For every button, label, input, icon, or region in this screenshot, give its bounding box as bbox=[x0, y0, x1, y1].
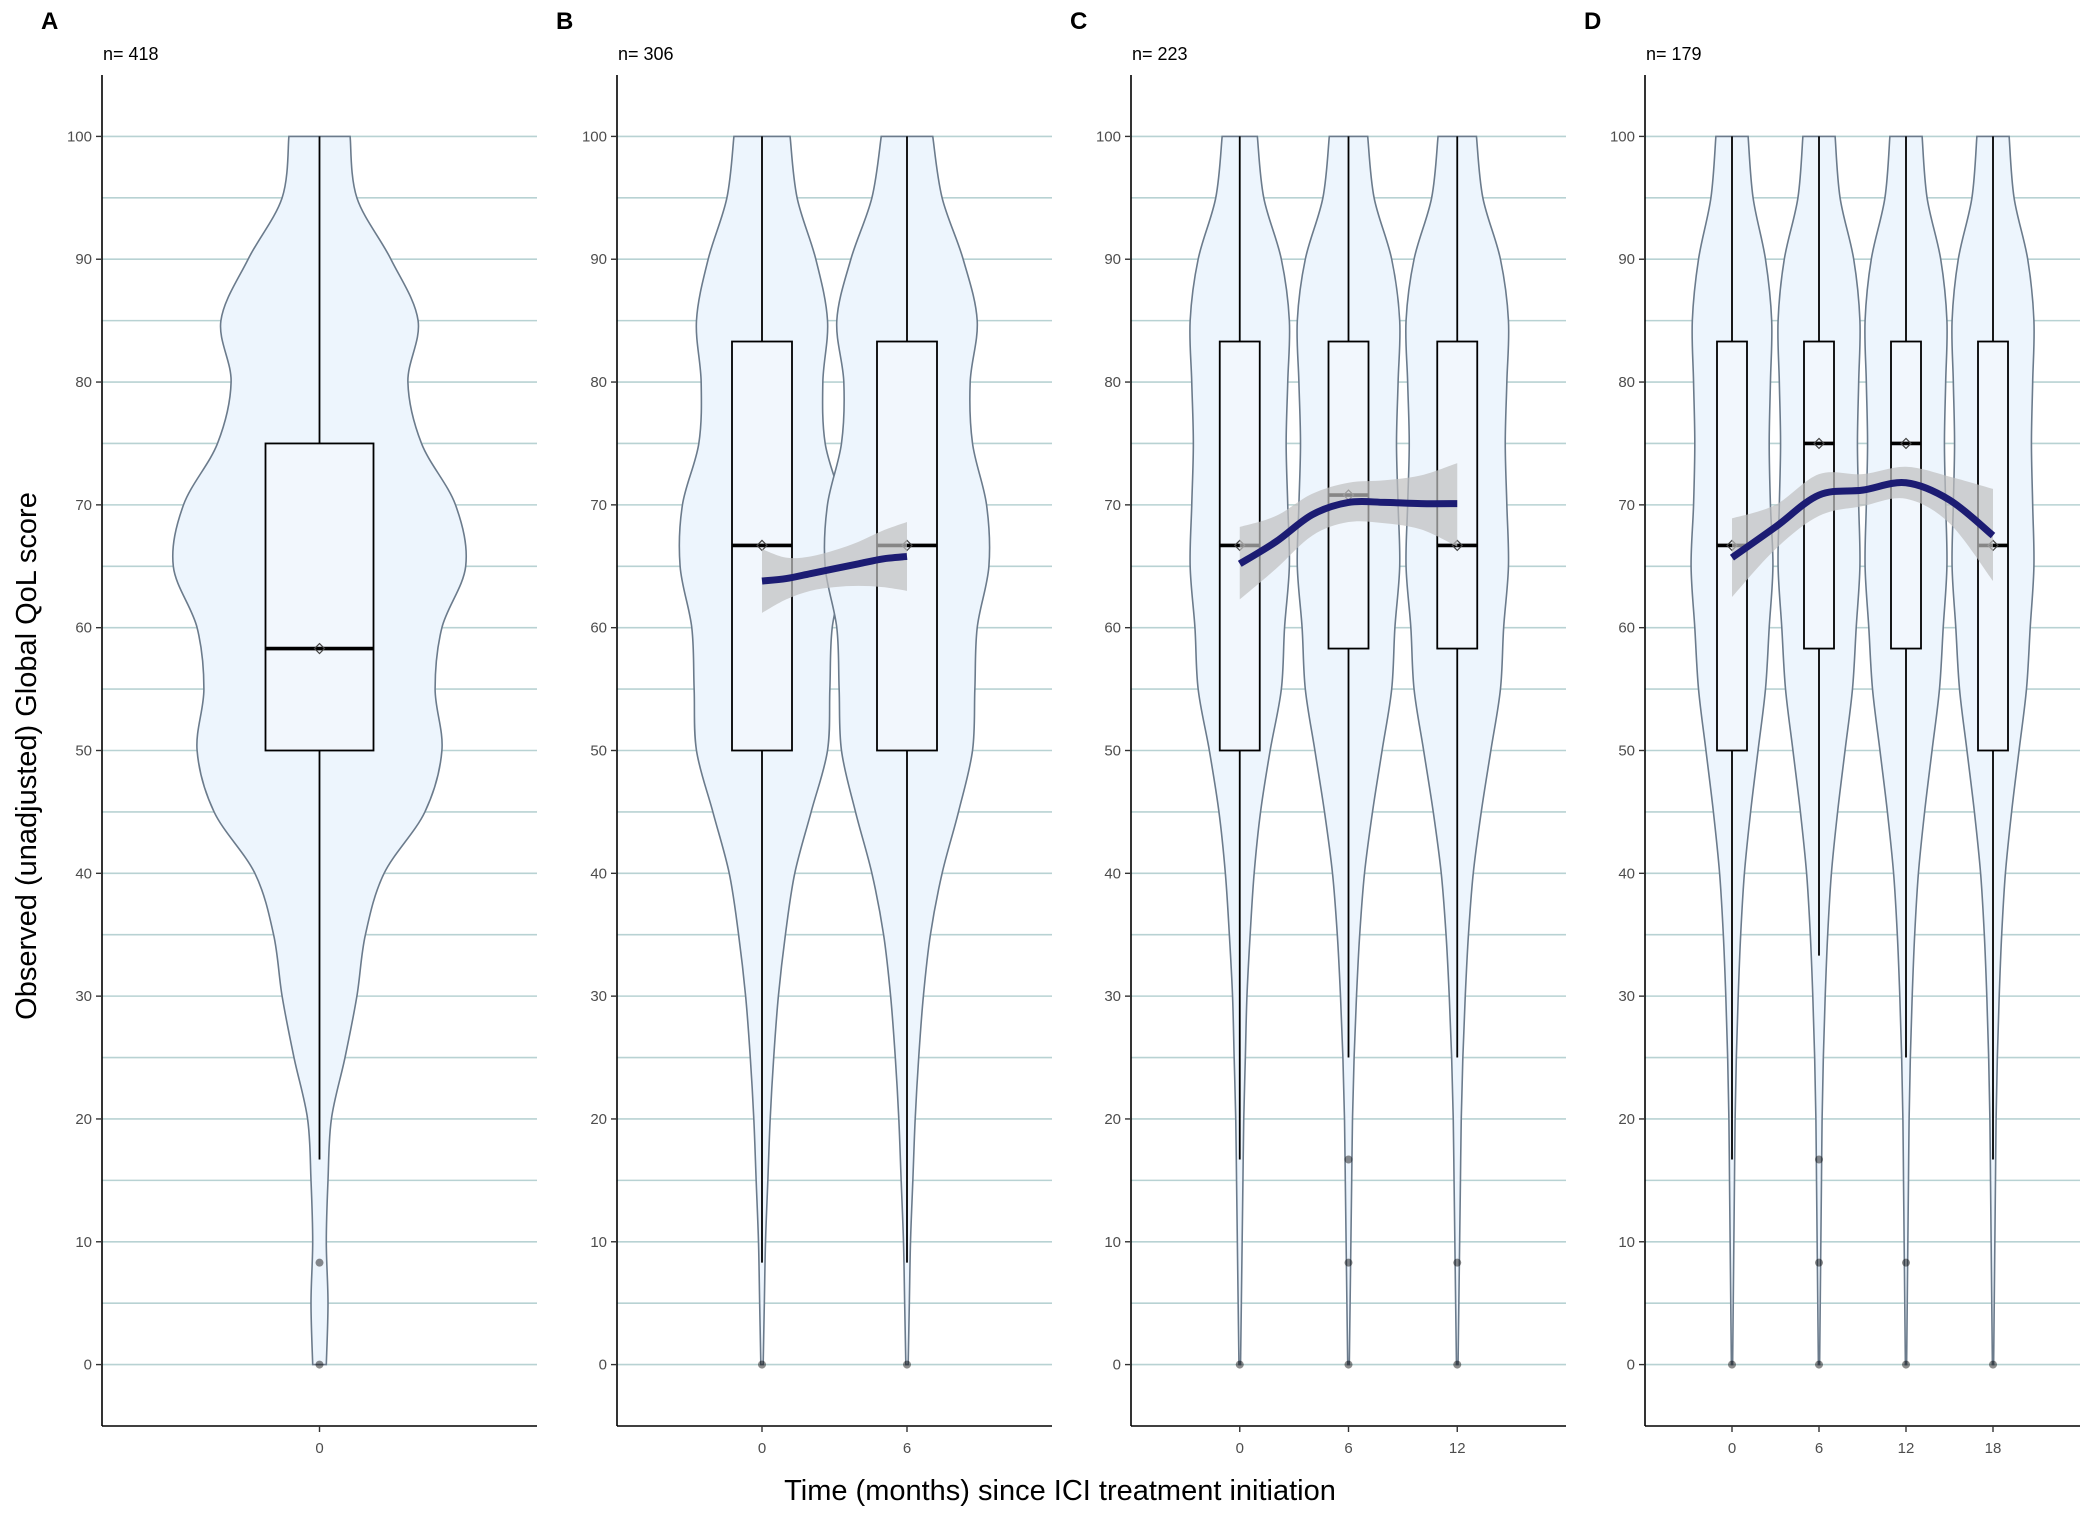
y-tick-label: 10 bbox=[75, 1234, 92, 1251]
x-tick-label: 6 bbox=[1815, 1440, 1823, 1457]
panel-a: 0 10 20 30 40 50 60 70 80 90 100 0 An= 418 bbox=[41, 8, 537, 1457]
outlier-point bbox=[1989, 1360, 1997, 1369]
trend-line bbox=[1729, 479, 1996, 561]
y-tick-label: 50 bbox=[1618, 743, 1635, 760]
y-tick-label: 40 bbox=[1104, 865, 1121, 882]
outlier-point bbox=[1728, 1360, 1736, 1369]
y-tick-label: 90 bbox=[590, 251, 607, 268]
outlier-point bbox=[1453, 1360, 1462, 1369]
sample-size-label: n= 223 bbox=[1132, 44, 1188, 64]
x-tick-label: 12 bbox=[1898, 1440, 1915, 1457]
box bbox=[264, 442, 375, 752]
outlier-point bbox=[1344, 1155, 1353, 1164]
y-tick-label: 30 bbox=[75, 988, 92, 1005]
y-tick-label: 30 bbox=[590, 988, 607, 1005]
x-tick-label: 6 bbox=[1344, 1440, 1352, 1457]
x-tick-label: 12 bbox=[1449, 1440, 1466, 1457]
x-tick-label: 18 bbox=[1985, 1440, 2002, 1457]
y-tick-label: 20 bbox=[1618, 1111, 1635, 1128]
y-tick-label: 100 bbox=[1096, 128, 1121, 145]
x-tick-label: 6 bbox=[903, 1440, 911, 1457]
mean-marker bbox=[1900, 437, 1912, 450]
y-tick-label: 100 bbox=[67, 128, 92, 145]
y-tick-label: 10 bbox=[1618, 1234, 1635, 1251]
y-tick-label: 0 bbox=[599, 1357, 607, 1374]
y-tick-label: 50 bbox=[590, 743, 607, 760]
y-tick-label: 40 bbox=[75, 865, 92, 882]
panel-letter: B bbox=[556, 8, 573, 35]
panel-b: 0 10 20 30 40 50 60 70 80 90 100 0 6 Bn= 306 bbox=[556, 8, 1052, 1457]
outlier-point bbox=[903, 1360, 911, 1369]
y-tick-label: 0 bbox=[1627, 1357, 1635, 1374]
y-tick-label: 10 bbox=[590, 1234, 607, 1251]
mean-marker bbox=[1813, 437, 1825, 450]
y-tick-label: 60 bbox=[1618, 620, 1635, 637]
y-tick-label: 90 bbox=[75, 251, 92, 268]
outlier-point bbox=[1453, 1258, 1462, 1267]
outlier-point bbox=[315, 1360, 324, 1369]
mean-marker bbox=[313, 642, 326, 655]
y-tick-label: 90 bbox=[1618, 251, 1635, 268]
outlier-point bbox=[1235, 1360, 1244, 1369]
y-axis-title: Observed (unadjusted) Global QoL score bbox=[11, 492, 43, 1020]
outlier-point bbox=[1344, 1258, 1353, 1267]
y-tick-label: 70 bbox=[1618, 497, 1635, 514]
x-tick-label: 0 bbox=[758, 1440, 766, 1457]
outlier-point bbox=[1344, 1360, 1353, 1369]
confidence-band bbox=[1239, 463, 1458, 600]
y-tick-label: 20 bbox=[590, 1111, 607, 1128]
outlier-point bbox=[1902, 1258, 1910, 1267]
outlier-point bbox=[1815, 1360, 1823, 1369]
y-tick-label: 40 bbox=[590, 865, 607, 882]
y-tick-label: 70 bbox=[1104, 497, 1121, 514]
y-tick-label: 80 bbox=[590, 374, 607, 391]
outlier-point bbox=[1902, 1360, 1910, 1369]
y-tick-label: 100 bbox=[1610, 128, 1635, 145]
y-tick-label: 50 bbox=[75, 743, 92, 760]
y-tick-label: 20 bbox=[1104, 1111, 1121, 1128]
y-tick-label: 60 bbox=[75, 620, 92, 637]
confidence-band bbox=[1732, 466, 1993, 597]
panel-letter: C bbox=[1070, 8, 1087, 35]
y-tick-label: 80 bbox=[75, 374, 92, 391]
panel-letter: D bbox=[1584, 8, 1601, 35]
y-tick-label: 60 bbox=[590, 620, 607, 637]
panel-d: 0 10 20 30 40 50 60 70 80 90 100 0 6 12 18 Dn= 179 bbox=[1584, 8, 2080, 1457]
y-tick-label: 70 bbox=[75, 497, 92, 514]
y-tick-label: 30 bbox=[1104, 988, 1121, 1005]
y-tick-label: 10 bbox=[1104, 1234, 1121, 1251]
y-tick-label: 90 bbox=[1104, 251, 1121, 268]
y-tick-label: 0 bbox=[1113, 1357, 1121, 1374]
trend-line bbox=[1237, 497, 1458, 567]
sample-size-label: n= 418 bbox=[103, 44, 159, 64]
outlier-point bbox=[1815, 1155, 1823, 1164]
y-tick-label: 80 bbox=[1104, 374, 1121, 391]
y-tick-label: 80 bbox=[1618, 374, 1635, 391]
y-tick-label: 20 bbox=[75, 1111, 92, 1128]
x-tick-label: 0 bbox=[1236, 1440, 1244, 1457]
y-tick-label: 70 bbox=[590, 497, 607, 514]
outlier-point bbox=[315, 1258, 324, 1267]
y-tick-label: 60 bbox=[1104, 620, 1121, 637]
y-tick-label: 50 bbox=[1104, 743, 1121, 760]
y-tick-label: 0 bbox=[84, 1357, 92, 1374]
panel-c: 0 10 20 30 40 50 60 70 80 90 100 0 6 12 Cn= 223 bbox=[1070, 8, 1566, 1457]
y-tick-label: 30 bbox=[1618, 988, 1635, 1005]
outlier-point bbox=[758, 1360, 766, 1369]
sample-size-label: n= 306 bbox=[618, 44, 674, 64]
y-tick-label: 40 bbox=[1618, 865, 1635, 882]
y-tick-label: 100 bbox=[582, 128, 607, 145]
x-tick-label: 0 bbox=[315, 1440, 323, 1457]
panel-letter: A bbox=[41, 8, 58, 35]
outlier-point bbox=[1815, 1258, 1823, 1267]
sample-size-label: n= 179 bbox=[1646, 44, 1702, 64]
x-tick-label: 0 bbox=[1728, 1440, 1736, 1457]
trend-line bbox=[761, 552, 908, 585]
x-axis-title: Time (months) since ICI treatment initia… bbox=[784, 1475, 1336, 1507]
